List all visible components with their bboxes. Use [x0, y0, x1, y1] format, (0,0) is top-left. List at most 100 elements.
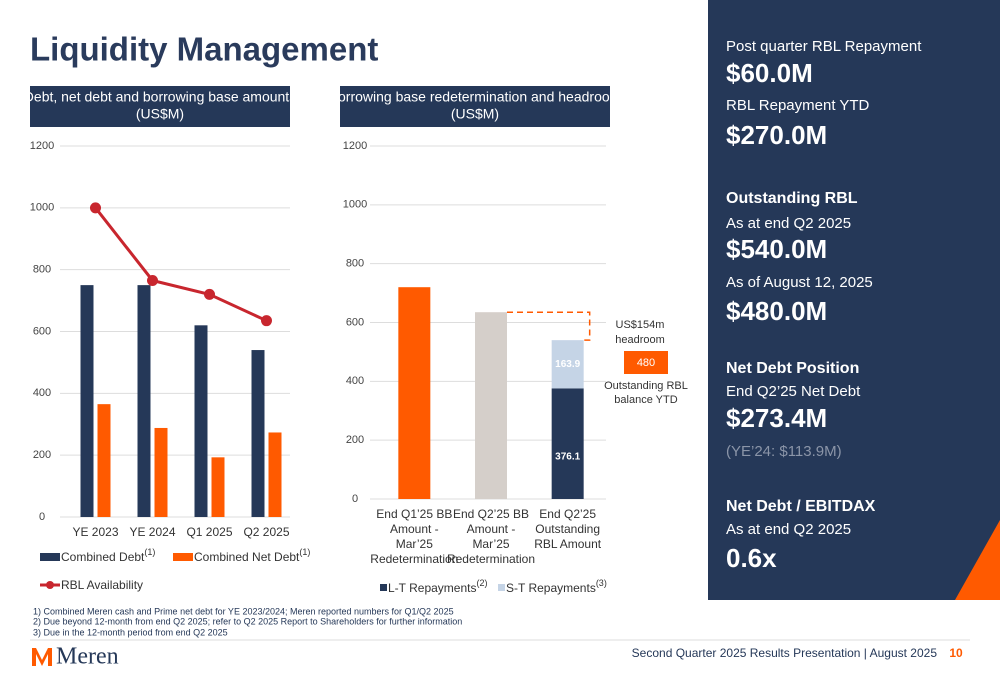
sidebar-value: $273.4M [726, 403, 827, 433]
legend-name: S-T Repayments [506, 581, 596, 595]
y-tick-label: 1200 [343, 140, 367, 152]
y-tick-label: 200 [33, 449, 51, 461]
bar-segment [551, 340, 584, 389]
annotation: balance YTD [614, 394, 677, 406]
bar [97, 404, 111, 517]
x-tick-label: Redetermination [370, 552, 458, 566]
sidebar-label: Post quarter RBL Repayment [726, 38, 922, 55]
y-tick-label: 800 [33, 264, 51, 276]
sidebar-value: $60.0M [726, 58, 813, 88]
line-marker [261, 315, 272, 327]
value-label: 376.1 [555, 452, 580, 463]
sidebar-label: As at end Q2 2025 [726, 215, 851, 232]
page-number: 10 [949, 646, 963, 660]
bar [211, 457, 225, 517]
legend-name: Combined Net Debt [194, 550, 300, 564]
x-tick-label: End Q2’25 [539, 507, 596, 521]
legend-swatch [380, 584, 387, 591]
sidebar-note: (YE’24: $113.9M) [726, 443, 842, 460]
x-tick-label: YE 2023 [72, 525, 118, 539]
legend-name: RBL Availability [61, 578, 143, 592]
bar-segment [551, 388, 584, 499]
line-marker [204, 288, 215, 300]
sidebar-value: $480.0M [726, 296, 827, 326]
slide-title: Liquidity Management [30, 31, 378, 68]
legend-note: (1) [299, 547, 310, 557]
sidebar-heading: Outstanding RBL [726, 190, 858, 207]
legend-note: (1) [144, 547, 155, 557]
sidebar-label: RBL Repayment YTD [726, 97, 870, 114]
legend-note: (2) [476, 578, 487, 588]
x-tick-label: Amount - [390, 522, 439, 536]
footnote: 2) Due beyond 12-month from end Q2 2025;… [33, 616, 462, 626]
chart-title: (US$M) [451, 106, 499, 122]
chart-title: Borrowing base redetermination and headr… [329, 89, 622, 105]
legend-name: L-T Repayments [388, 581, 476, 595]
bar [268, 432, 282, 517]
outstanding-value: 480 [637, 357, 655, 369]
line [94, 206, 268, 323]
chart-title: Debt, net debt and borrowing base amount… [24, 89, 296, 105]
legend-label: L-T Repayments(2) [388, 578, 487, 595]
y-tick-label: 400 [33, 387, 51, 399]
legend-note: (3) [596, 578, 607, 588]
legend-label: Combined Net Debt(1) [194, 547, 310, 564]
x-tick-label: End Q1’25 BB [376, 507, 452, 521]
sidebar [708, 0, 1000, 600]
bar [80, 285, 94, 517]
y-tick-label: 0 [39, 511, 45, 523]
sidebar-heading: Net Debt Position [726, 360, 859, 377]
legend-name: Combined Debt [61, 550, 145, 564]
x-tick-label: Mar’25 [472, 537, 509, 551]
x-tick-label: Redetermination [447, 552, 535, 566]
chart-header [30, 86, 290, 127]
sidebar-label: End Q2’25 Net Debt [726, 383, 861, 400]
sidebar-value: $270.0M [726, 120, 827, 150]
bar [475, 312, 507, 499]
logo: Meren [56, 644, 119, 670]
bar [137, 285, 151, 517]
x-tick-label: YE 2024 [129, 525, 175, 539]
x-tick-label: Amount - [467, 522, 516, 536]
legend-swatch [498, 584, 505, 591]
y-tick-label: 1200 [30, 140, 54, 152]
legend-label: RBL Availability [61, 578, 143, 592]
line-marker [147, 274, 158, 286]
bar [194, 325, 208, 517]
annotation: US$154m [616, 319, 665, 331]
x-tick-label: End Q2’25 BB [453, 507, 529, 521]
footnote: 3) Due in the 12-month period from end Q… [33, 627, 228, 637]
annotation: Outstanding RBL [604, 380, 688, 392]
sidebar-value: 0.6x [726, 543, 777, 573]
accent [955, 520, 1000, 600]
legend-swatch [173, 553, 193, 561]
x-tick-label: Q2 2025 [243, 525, 289, 539]
legend-label: Combined Debt(1) [61, 547, 155, 564]
line-marker [90, 202, 101, 214]
bar [251, 350, 265, 517]
y-tick-label: 1000 [30, 202, 54, 214]
bar [398, 287, 431, 499]
outstanding-box [624, 351, 668, 374]
chart-header [340, 86, 610, 127]
footnote: 1) Combined Meren cash and Prime net deb… [33, 606, 454, 616]
legend-label: S-T Repayments(3) [506, 578, 607, 595]
x-tick-label: RBL Amount [534, 537, 602, 551]
y-tick-label: 600 [346, 316, 364, 328]
legend-swatch [40, 553, 60, 561]
y-tick-label: 1000 [343, 199, 367, 211]
x-tick-label: Outstanding [535, 522, 600, 536]
sidebar-label: As of August 12, 2025 [726, 274, 873, 291]
value-label: 163.9 [555, 359, 580, 370]
chart-title: (US$M) [136, 106, 184, 122]
logo-mark [32, 648, 52, 666]
y-tick-label: 800 [346, 258, 364, 270]
annotation: headroom [615, 334, 665, 346]
y-tick-label: 400 [346, 375, 364, 387]
x-tick-label: Mar’25 [396, 537, 433, 551]
footer-text: Second Quarter 2025 Results Presentation… [632, 646, 938, 660]
bar [154, 427, 168, 517]
sidebar-heading: Net Debt / EBITDAX [726, 498, 876, 515]
headroom-bracket [507, 311, 591, 341]
